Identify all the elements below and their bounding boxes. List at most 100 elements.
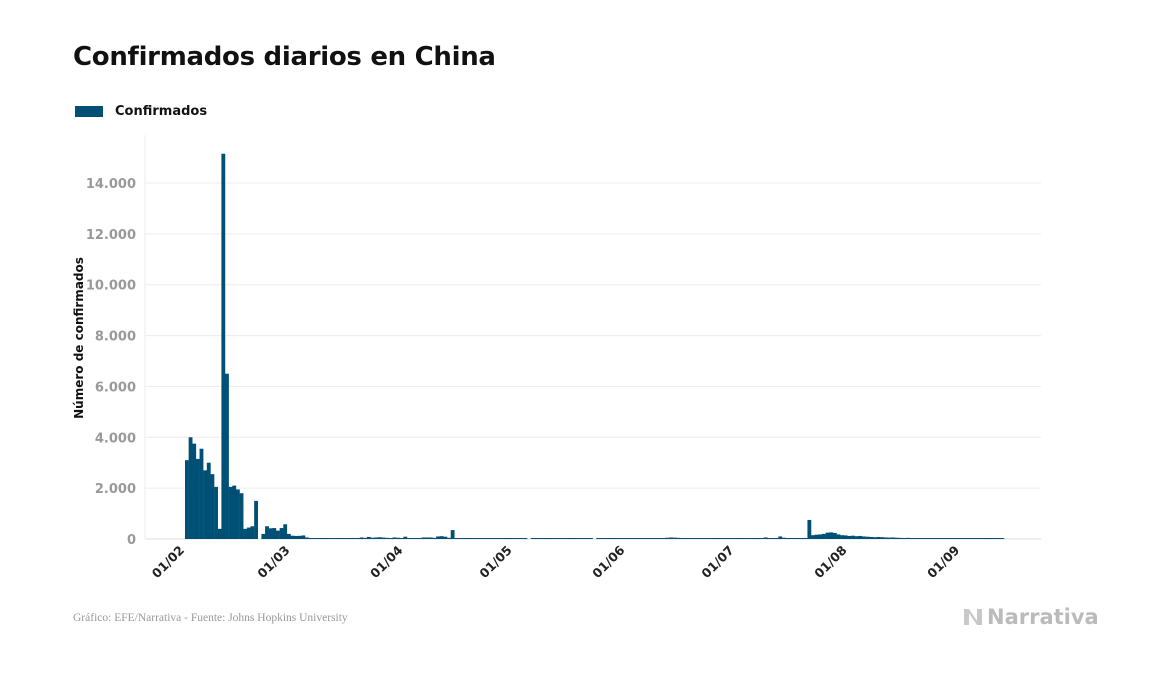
bar	[578, 538, 582, 539]
bar	[392, 537, 397, 539]
bar	[312, 538, 317, 539]
bar	[399, 538, 404, 539]
bar	[749, 538, 754, 539]
x-tick-label: 01/08	[811, 543, 849, 581]
bar	[927, 538, 932, 539]
bar	[374, 537, 379, 539]
bar	[228, 486, 233, 539]
bar	[523, 538, 528, 539]
bar	[862, 536, 866, 539]
bar	[505, 538, 510, 539]
bar	[203, 470, 208, 539]
bar	[647, 538, 652, 539]
bar	[676, 537, 681, 539]
bar	[982, 538, 986, 539]
bar	[483, 538, 488, 539]
bar	[760, 538, 764, 539]
bar	[494, 538, 499, 539]
bar	[428, 537, 433, 539]
bar	[636, 538, 641, 539]
bar	[541, 538, 546, 539]
bar	[490, 538, 495, 539]
bar	[185, 460, 189, 539]
chart-title: Confirmados diarios en China	[73, 42, 496, 72]
bar	[519, 538, 524, 539]
bar	[716, 538, 721, 539]
bar	[792, 538, 797, 539]
bar	[599, 538, 604, 539]
bar	[341, 538, 346, 539]
bar	[789, 538, 794, 539]
bar	[232, 485, 237, 539]
bar	[690, 538, 695, 539]
bar	[865, 536, 870, 539]
bar	[785, 538, 790, 539]
bar	[621, 538, 626, 539]
bar	[479, 538, 484, 539]
x-tick-label: 01/04	[367, 542, 406, 581]
bar	[938, 538, 943, 539]
bar	[487, 538, 491, 539]
bar	[235, 489, 240, 539]
bar	[508, 538, 513, 539]
y-tick-label: 0	[127, 533, 136, 548]
bar	[883, 537, 888, 539]
bar	[243, 528, 248, 539]
bar	[752, 538, 757, 539]
bar	[385, 537, 390, 539]
bar	[731, 538, 735, 539]
bar	[530, 538, 535, 539]
bar	[465, 538, 470, 539]
bar	[461, 538, 466, 539]
bar	[872, 537, 877, 539]
bar	[359, 537, 364, 539]
legend: Confirmados	[75, 104, 207, 119]
bar	[949, 538, 954, 539]
bar	[756, 538, 761, 539]
bar	[771, 538, 775, 539]
bar	[956, 538, 961, 539]
x-tick-label: 01/07	[698, 543, 736, 581]
bar	[803, 538, 808, 539]
bar	[567, 538, 572, 539]
bar	[840, 535, 845, 539]
bar	[712, 538, 717, 539]
bar	[814, 534, 819, 539]
bar	[610, 538, 615, 539]
bar	[301, 535, 306, 539]
bar	[920, 538, 925, 539]
bar	[767, 538, 772, 539]
bar	[225, 373, 229, 539]
bar	[632, 538, 637, 539]
bar	[199, 448, 204, 539]
bar	[705, 538, 710, 539]
bar	[345, 538, 349, 539]
bar	[931, 538, 936, 539]
bar	[421, 537, 426, 539]
bar	[989, 538, 994, 539]
bar	[498, 538, 502, 539]
bar	[250, 526, 255, 539]
bar	[614, 538, 619, 539]
bar	[272, 528, 277, 539]
bar	[1000, 538, 1005, 539]
bar	[261, 533, 266, 539]
bar	[454, 538, 459, 539]
bar	[545, 538, 550, 539]
bar	[603, 538, 608, 539]
bar	[589, 538, 593, 539]
bar	[516, 538, 521, 539]
bar	[443, 536, 448, 539]
bar	[734, 538, 739, 539]
bar	[996, 538, 1001, 539]
bar	[781, 537, 786, 539]
bar	[891, 537, 895, 539]
bar	[985, 538, 990, 539]
bar	[658, 538, 663, 539]
legend-swatch	[75, 106, 103, 117]
bar	[745, 538, 750, 539]
bar	[585, 538, 590, 539]
y-tick-label: 2.000	[95, 482, 136, 497]
x-tick-label: 01/03	[254, 543, 292, 581]
